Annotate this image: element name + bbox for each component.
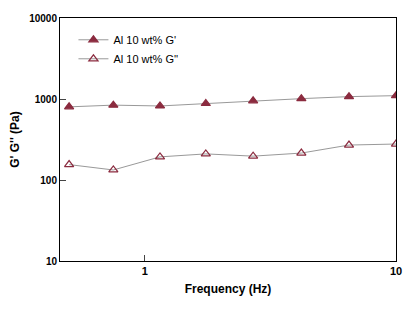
svg-text:Al 10 wt% G'': Al 10 wt% G'' — [113, 53, 178, 65]
svg-text:Al 10 wt% G': Al 10 wt% G' — [113, 34, 176, 46]
svg-text:100: 100 — [40, 175, 57, 186]
svg-text:10000: 10000 — [29, 13, 57, 24]
svg-text:1000: 1000 — [35, 94, 58, 105]
svg-text:1: 1 — [142, 265, 148, 277]
svg-text:Frequency (Hz): Frequency (Hz) — [185, 282, 272, 296]
svg-text:10: 10 — [390, 265, 402, 277]
svg-text:10: 10 — [46, 256, 58, 267]
svg-text:G' G'' (Pa): G' G'' (Pa) — [8, 111, 22, 168]
